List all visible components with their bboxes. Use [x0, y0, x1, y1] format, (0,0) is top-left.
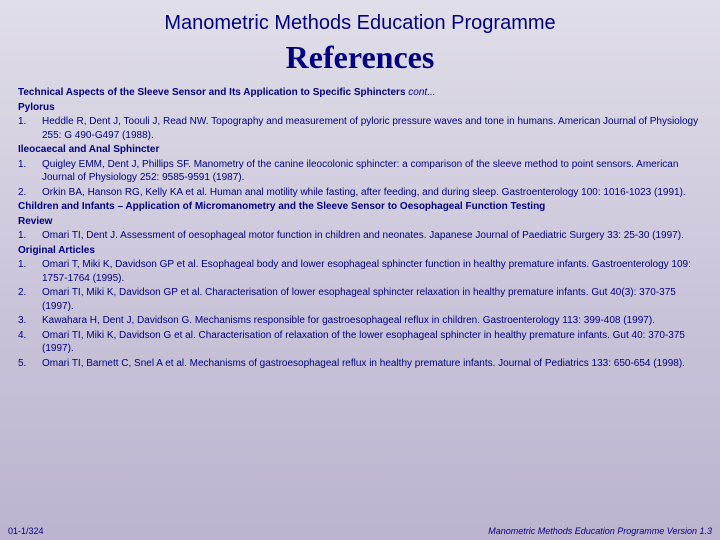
reference-item: 1.Quigley EMM, Dent J, Phillips SF. Mano… [18, 158, 702, 185]
reference-item: 1.Omari TI, Dent J. Assessment of oesoph… [18, 229, 702, 243]
reference-item: 2.Orkin BA, Hanson RG, Kelly KA et al. H… [18, 186, 702, 200]
section-heading: Review [18, 215, 702, 229]
reference-number: 5. [18, 357, 42, 371]
reference-text: Kawahara H, Dent J, Davidson G. Mechanis… [42, 314, 702, 328]
section-heading: Ileocaecal and Anal Sphincter [18, 143, 702, 157]
reference-item: 1.Heddle R, Dent J, Toouli J, Read NW. T… [18, 115, 702, 142]
reference-number: 2. [18, 186, 42, 200]
reference-text: Heddle R, Dent J, Toouli J, Read NW. Top… [42, 115, 702, 142]
footer-page-number: 01-1/324 [8, 526, 44, 536]
reference-number: 1. [18, 158, 42, 185]
main-section-cont: cont... [408, 87, 435, 98]
reference-number: 3. [18, 314, 42, 328]
reference-text: Omari TI, Miki K, Davidson G et al. Char… [42, 329, 702, 356]
reference-number: 1. [18, 258, 42, 285]
section-heading: Pylorus [18, 101, 702, 115]
reference-number: 1. [18, 115, 42, 142]
main-section-text: Technical Aspects of the Sleeve Sensor a… [18, 87, 408, 98]
reference-text: Quigley EMM, Dent J, Phillips SF. Manome… [42, 158, 702, 185]
reference-text: Omari T, Miki K, Davidson GP et al. Esop… [42, 258, 702, 285]
reference-item: 4.Omari TI, Miki K, Davidson G et al. Ch… [18, 329, 702, 356]
section-heading: Children and Infants – Application of Mi… [18, 200, 702, 214]
reference-number: 1. [18, 229, 42, 243]
reference-item: 5.Omari TI, Barnett C, Snel A et al. Mec… [18, 357, 702, 371]
reference-item: 1.Omari T, Miki K, Davidson GP et al. Es… [18, 258, 702, 285]
reference-item: 3.Kawahara H, Dent J, Davidson G. Mechan… [18, 314, 702, 328]
main-section-heading: Technical Aspects of the Sleeve Sensor a… [18, 86, 702, 100]
reference-number: 2. [18, 286, 42, 313]
footer: 01-1/324 Manometric Methods Education Pr… [8, 526, 712, 536]
reference-text: Orkin BA, Hanson RG, Kelly KA et al. Hum… [42, 186, 702, 200]
footer-version: Manometric Methods Education Programme V… [488, 526, 712, 536]
references-content: Technical Aspects of the Sleeve Sensor a… [0, 86, 720, 370]
reference-item: 2.Omari TI, Miki K, Davidson GP et al. C… [18, 286, 702, 313]
programme-header: Manometric Methods Education Programme [0, 0, 720, 35]
page-title: References [0, 39, 720, 76]
reference-text: Omari TI, Barnett C, Snel A et al. Mecha… [42, 357, 702, 371]
reference-number: 4. [18, 329, 42, 356]
reference-text: Omari TI, Miki K, Davidson GP et al. Cha… [42, 286, 702, 313]
section-heading: Original Articles [18, 244, 702, 258]
reference-text: Omari TI, Dent J. Assessment of oesophag… [42, 229, 702, 243]
